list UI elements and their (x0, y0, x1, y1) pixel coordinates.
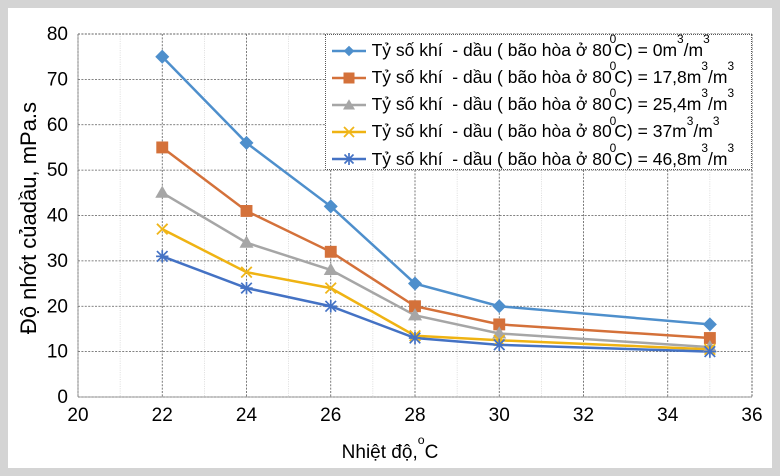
svg-text:30: 30 (47, 251, 68, 272)
svg-text:32: 32 (573, 405, 594, 426)
svg-text:34: 34 (657, 405, 679, 426)
svg-text:24: 24 (236, 405, 258, 426)
svg-text:28: 28 (404, 405, 425, 426)
svg-text:40: 40 (47, 206, 68, 227)
svg-text:26: 26 (320, 405, 341, 426)
svg-text:20: 20 (67, 405, 88, 426)
svg-text:80: 80 (47, 24, 68, 45)
svg-text:10: 10 (47, 342, 68, 363)
svg-text:50: 50 (47, 160, 68, 181)
svg-text:36: 36 (741, 405, 762, 426)
svg-text:0: 0 (57, 387, 68, 408)
svg-text:60: 60 (47, 115, 68, 136)
svg-text:30: 30 (489, 405, 510, 426)
svg-text:70: 70 (47, 69, 68, 90)
svg-text:20: 20 (47, 296, 68, 317)
svg-text:22: 22 (152, 405, 173, 426)
